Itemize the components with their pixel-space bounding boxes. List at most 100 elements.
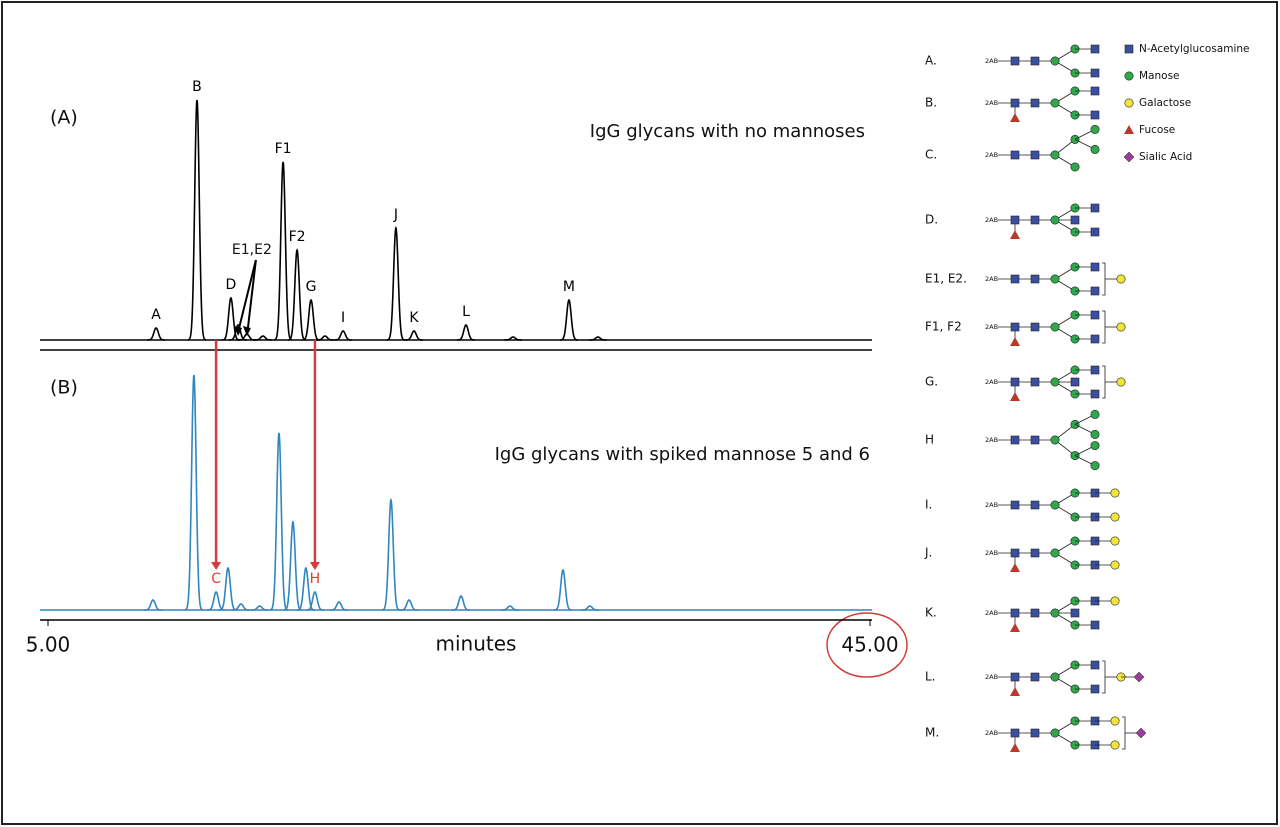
peak	[253, 335, 272, 341]
peak-label: F1	[275, 141, 292, 157]
galactose-symbol	[1110, 560, 1120, 570]
mannose-symbol	[1090, 429, 1100, 439]
fucose-symbol	[1010, 113, 1020, 122]
galactose-symbol	[1110, 488, 1120, 498]
glcnac-symbol	[1030, 608, 1040, 618]
peak-label: H	[310, 571, 321, 587]
glcnac-symbol	[1090, 365, 1100, 375]
glycan-label: H	[925, 433, 934, 447]
fucose-symbol	[1010, 337, 1020, 346]
peak	[221, 296, 240, 341]
glcnac-symbol	[1030, 728, 1040, 738]
peak-label: K	[409, 310, 419, 326]
peak-label: G	[306, 279, 317, 295]
fucose-symbol	[1010, 743, 1020, 752]
panel-title: IgG glycans with spiked mannose 5 and 6	[495, 444, 870, 465]
glycan-tag: 2AB	[985, 501, 998, 509]
glycan-label: G.	[925, 375, 938, 389]
peak-label: C	[211, 571, 221, 587]
glycan-tag: 2AB	[985, 151, 998, 159]
glcnac-symbol	[1090, 203, 1100, 213]
glycan-tag: 2AB	[985, 673, 998, 681]
glycan-label: A.	[925, 54, 937, 68]
sialic-symbol	[1133, 671, 1145, 683]
galactose-symbol	[1110, 740, 1120, 750]
glcnac-symbol	[1010, 215, 1020, 225]
mannose-symbol	[1050, 377, 1060, 387]
mannose-symbol	[1050, 728, 1060, 738]
glcnac-symbol	[1090, 684, 1100, 694]
peak	[287, 248, 307, 341]
glcnac-symbol	[1030, 215, 1040, 225]
annotation-arrow	[238, 259, 257, 329]
glcnac-symbol	[1010, 548, 1020, 558]
peak	[147, 327, 166, 341]
glcnac-symbol	[1010, 435, 1020, 445]
mannose-symbol	[1090, 461, 1100, 471]
glcnac-symbol	[1030, 500, 1040, 510]
glcnac-symbol	[1010, 500, 1020, 510]
fucose-symbol	[1010, 623, 1020, 632]
galactose-symbol	[1110, 512, 1120, 522]
mannose-symbol	[1090, 441, 1100, 451]
fucose-symbol	[1124, 125, 1134, 134]
peak	[400, 599, 419, 611]
glycan-tag: 2AB	[985, 99, 998, 107]
mannose-symbol	[1050, 56, 1060, 66]
fucose-symbol	[1010, 563, 1020, 572]
glcnac-symbol	[1090, 110, 1100, 120]
glycan-label: J.	[924, 546, 932, 560]
fucose-symbol	[1010, 392, 1020, 401]
panel-title: IgG glycans with no mannoses	[590, 121, 865, 142]
peak-label: F2	[289, 229, 306, 245]
glcnac-symbol	[1090, 68, 1100, 78]
glcnac-symbol	[1010, 56, 1020, 66]
peak	[329, 601, 349, 611]
mannose-symbol	[1050, 548, 1060, 558]
mannose-symbol	[1090, 409, 1100, 419]
x-tick-label: 5.00	[26, 633, 71, 657]
peak-label: J	[393, 207, 398, 223]
peak	[143, 599, 163, 611]
peak	[250, 605, 269, 611]
legend-label: Galactose	[1139, 97, 1191, 109]
peak	[386, 225, 406, 341]
glcnac-symbol	[1090, 86, 1100, 96]
glycan-tag: 2AB	[985, 549, 998, 557]
peak	[500, 605, 520, 611]
glycan-label: E1, E2.	[925, 272, 967, 286]
peak	[580, 605, 599, 611]
mannose-symbol	[1050, 215, 1060, 225]
peak-label: D	[226, 277, 237, 293]
peak	[301, 298, 321, 341]
glcnac-symbol	[1124, 44, 1134, 54]
glycan-label: K.	[925, 606, 937, 620]
glcnac-symbol	[1010, 274, 1020, 284]
peak-label: M	[563, 279, 575, 295]
legend-label: Sialic Acid	[1139, 151, 1192, 163]
glycan-tag: 2AB	[985, 275, 998, 283]
mannose-symbol	[1124, 71, 1134, 81]
glcnac-symbol	[1010, 672, 1020, 682]
annotation-arrow	[246, 259, 257, 329]
fucose-symbol	[1010, 230, 1020, 239]
sialic-symbol	[1123, 151, 1135, 163]
glcnac-symbol	[1010, 322, 1020, 332]
glycan-label: M.	[925, 726, 939, 740]
peak	[553, 568, 573, 611]
mannose-symbol	[1090, 144, 1100, 154]
glycan-label: F1, F2	[925, 320, 962, 334]
glycan-tag: 2AB	[985, 436, 998, 444]
sialic-symbol	[1135, 727, 1147, 739]
peak	[269, 432, 289, 611]
peak	[283, 520, 303, 611]
glcnac-symbol	[1090, 262, 1100, 272]
panel-label: (A)	[50, 107, 78, 129]
peak	[229, 324, 248, 341]
glcnac-symbol	[1010, 98, 1020, 108]
glcnac-symbol	[1090, 44, 1100, 54]
link-arrowhead	[309, 562, 320, 570]
peak	[381, 497, 401, 611]
mannose-symbol	[1050, 435, 1060, 445]
